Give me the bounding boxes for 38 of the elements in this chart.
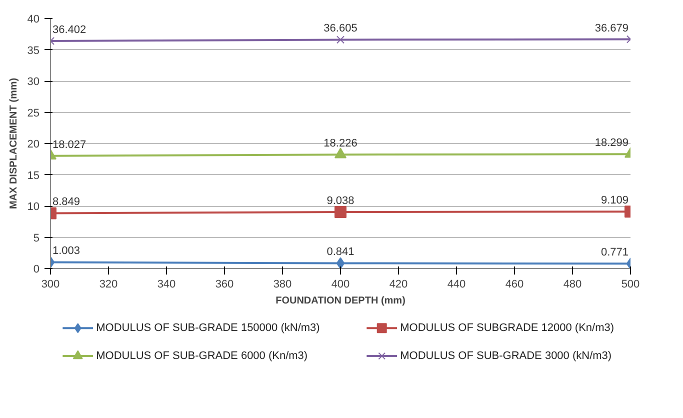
legend-label: MODULUS OF SUB-GRADE 150000 (kN/m3)	[96, 322, 320, 334]
y-tick-label: 0	[33, 264, 40, 276]
y-axis-title: MAX DISPLACEMENT (mm)	[8, 78, 20, 210]
data-label: 0.771	[600, 246, 629, 259]
x-tick-label: 300	[41, 278, 60, 290]
y-tick-label: 15	[27, 170, 40, 182]
x-tick-label: 480	[563, 278, 582, 290]
data-label: 36.679	[594, 22, 629, 34]
data-label: 1.003	[52, 245, 80, 258]
legend-label: MODULUS OF SUB-GRADE 3000 (kN/m3)	[400, 350, 612, 362]
x-tick-label: 380	[273, 278, 292, 290]
data-label: 8.849	[52, 196, 80, 208]
data-label: 0.841	[326, 246, 354, 258]
data-label: 18.226	[324, 138, 358, 150]
data-label: 18.027	[52, 138, 86, 151]
y-tick-label: 5	[33, 232, 40, 244]
y-tick-label: 30	[27, 76, 40, 88]
y-tick-label: 10	[27, 201, 40, 213]
y-tick-label: 20	[27, 138, 40, 150]
data-label: 36.605	[324, 22, 358, 35]
y-tick-label: 35	[27, 44, 40, 57]
y-tick-label: 25	[27, 107, 40, 120]
data-label: 9.109	[600, 194, 629, 207]
x-tick-label: 320	[99, 278, 118, 290]
data-label: 18.299	[594, 137, 629, 150]
y-tick-label: 40	[27, 14, 40, 26]
legend-label: MODULUS OF SUB-GRADE 6000 (Kn/m3)	[96, 350, 308, 362]
data-label: 36.402	[52, 24, 86, 36]
x-tick-label: 500	[621, 278, 640, 290]
legend-label: MODULUS OF SUBGRADE 12000 (Kn/m3)	[400, 322, 614, 334]
x-axis-title: FOUNDATION DEPTH (mm)	[276, 296, 406, 306]
x-tick-label: 420	[389, 278, 408, 290]
x-tick-label: 360	[215, 278, 234, 290]
data-label: 9.038	[326, 195, 354, 208]
x-tick-label: 440	[447, 278, 466, 290]
x-tick-label: 400	[331, 278, 350, 290]
x-tick-label: 460	[505, 278, 524, 290]
x-tick-label: 340	[157, 278, 176, 290]
